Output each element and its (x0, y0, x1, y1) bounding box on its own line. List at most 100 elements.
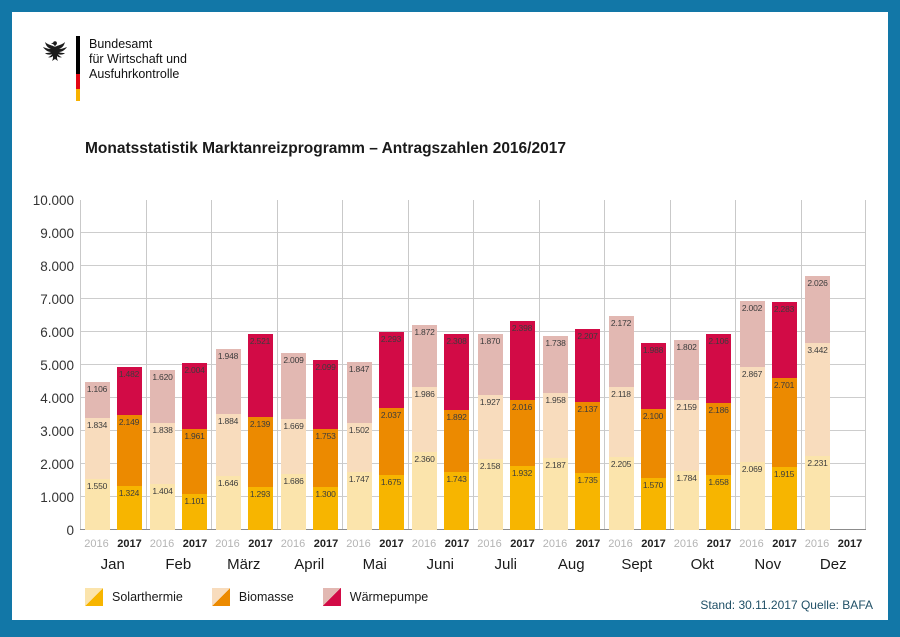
bar-März-2016: 1.646 1.884 1.948 (215, 349, 241, 530)
month-tick-Juli: Juli (494, 556, 517, 573)
segment-biomasse-2017: 2.186 (706, 403, 731, 476)
month-tick-Mai: Mai (362, 556, 387, 573)
month-tick-Jan: Jan (100, 556, 125, 573)
segment-value-label: 1.870 (479, 335, 501, 346)
segment-waermepumpe-2017: 2.004 (182, 362, 207, 429)
segment-value-label: 2.069 (741, 463, 763, 474)
segment-biomasse-2016: 1.986 (412, 386, 437, 453)
month-separator (865, 200, 866, 529)
year-tick-Sept-2016: 2016 (608, 538, 633, 550)
org-line-3: Ausfuhrkontrolle (89, 67, 180, 81)
segment-waermepumpe-2017: 2.099 (313, 360, 338, 430)
segment-solarthermie-2017: 1.735 (575, 472, 600, 530)
segment-value-label: 1.646 (217, 477, 239, 488)
month-group-Dez: 2.231 3.442 2.026 2016 2017 Dez (801, 200, 867, 573)
month-group-Juli: 2.158 1.927 1.870 1.932 2.016 2.398 2016 2017 Ju… (473, 200, 539, 573)
y-tick-label: 3.000 (40, 424, 74, 439)
segment-value-label: 1.675 (380, 476, 402, 487)
month-group-Juni: 2.360 1.986 1.872 1.743 1.892 2.308 2016 2017 Ju… (408, 200, 474, 573)
segment-value-label: 1.738 (545, 337, 566, 348)
segment-value-label: 1.735 (577, 474, 598, 485)
segment-biomasse-2017: 2.016 (509, 399, 535, 467)
bar-Okt-2017: 1.658 2.186 2.106 (706, 333, 731, 530)
segment-biomasse-2017: 2.037 (378, 407, 404, 475)
segment-value-label: 2.293 (380, 333, 402, 344)
segment-waermepumpe-2017: 2.308 (444, 333, 469, 411)
segment-biomasse-2016: 1.884 (215, 413, 241, 476)
segment-value-label: 1.948 (217, 351, 239, 362)
y-tick-label: 7.000 (40, 292, 74, 307)
segment-biomasse-2017: 2.701 (771, 377, 797, 467)
bar-Juni-2016: 2.360 1.986 1.872 (412, 324, 437, 530)
segment-waermepumpe-2016: 1.802 (674, 340, 699, 400)
segment-waermepumpe-2016: 2.026 (805, 275, 830, 343)
bar-Aug-2017: 1.735 2.137 2.207 (575, 329, 600, 530)
segment-biomasse-2017: 1.961 (182, 428, 207, 494)
segment-solarthermie-2017: 1.324 (116, 486, 142, 530)
segment-solarthermie-2017: 1.293 (247, 487, 273, 530)
month-tick-Feb: Feb (165, 556, 192, 573)
month-tick-März: März (227, 556, 261, 573)
segment-waermepumpe-2016: 1.872 (412, 324, 437, 387)
bar-Sept-2016: 2.205 2.118 2.172 (608, 315, 634, 530)
segment-value-label: 1.988 (642, 345, 664, 356)
segment-value-label: 1.834 (86, 420, 108, 431)
segment-value-label: 2.100 (642, 410, 664, 421)
legend-swatch-biomasse (211, 588, 230, 606)
month-separator (604, 200, 605, 529)
segment-solarthermie-2016: 1.784 (674, 471, 699, 530)
month-separator (211, 200, 212, 529)
year-tick-Feb-2016: 2016 (149, 538, 175, 550)
segment-waermepumpe-2016: 1.870 (477, 333, 503, 396)
segment-solarthermie-2017: 1.101 (182, 493, 207, 530)
segment-value-label: 2.172 (610, 317, 632, 328)
segment-solarthermie-2017: 1.915 (771, 466, 797, 530)
month-separator (801, 200, 802, 529)
legend-swatch-solarthermie (85, 588, 103, 606)
segment-solarthermie-2016: 1.646 (215, 475, 241, 530)
month-separator (342, 200, 343, 529)
bar-Juli-2016: 2.158 1.927 1.870 (477, 333, 503, 530)
segment-solarthermie-2016: 1.686 (281, 474, 306, 530)
year-tick-Jan-2016: 2016 (84, 538, 109, 550)
year-tick-Mai-2017: 2017 (379, 538, 404, 550)
year-tick-April-2017: 2017 (313, 538, 339, 550)
segment-value-label: 2.205 (610, 459, 632, 470)
segment-value-label: 1.872 (414, 326, 435, 337)
segment-biomasse-2017: 2.139 (247, 416, 273, 488)
segment-solarthermie-2016: 2.360 (412, 452, 437, 530)
segment-solarthermie-2017: 1.675 (378, 474, 404, 530)
segment-biomasse-2017: 2.137 (575, 402, 600, 473)
month-separator (670, 200, 671, 529)
month-tick-Sept: Sept (621, 556, 653, 573)
segment-value-label: 2.026 (807, 277, 828, 288)
legend-label-biomasse: Biomasse (238, 590, 294, 604)
org-line-1: Bundesamt (89, 37, 153, 51)
segment-value-label: 1.927 (479, 397, 501, 408)
plot-area: 1.550 1.834 1.106 1.324 2.149 1.482 2016 2017 Ja… (80, 200, 867, 573)
month-group-April: 1.686 1.669 2.009 1.300 1.753 2.099 2016 2017 Ap… (277, 200, 343, 573)
bar-Mai-2016: 1.747 1.502 1.847 (346, 361, 372, 530)
bar-April-2016: 1.686 1.669 2.009 (281, 353, 306, 530)
year-tick-Nov-2016: 2016 (739, 538, 764, 550)
legend-item-solarthermie: Solarthermie (85, 588, 183, 606)
bar-Feb-2016: 1.404 1.838 1.620 (150, 369, 175, 530)
segment-solarthermie-2017: 1.570 (640, 478, 666, 530)
year-tick-Aug-2016: 2016 (542, 538, 568, 550)
segment-waermepumpe-2017: 1.482 (116, 366, 142, 416)
segment-value-label: 1.570 (642, 480, 664, 491)
segment-value-label: 1.669 (283, 421, 304, 432)
year-tick-März-2016: 2016 (215, 538, 240, 550)
federal-eagle-icon (43, 41, 67, 61)
segment-value-label: 2.231 (807, 458, 828, 469)
segment-value-label: 2.187 (545, 459, 566, 470)
segment-value-label: 2.701 (773, 379, 795, 390)
segment-value-label: 1.106 (86, 383, 108, 394)
chart-title: Monatsstatistik Marktanreizprogramm – An… (85, 140, 566, 157)
segment-value-label: 2.867 (741, 369, 763, 380)
month-separator (146, 200, 147, 529)
source-note: Stand: 30.11.2017 Quelle: BAFA (700, 598, 873, 612)
segment-value-label: 1.958 (545, 395, 566, 406)
legend-swatch-waermepumpe (322, 588, 341, 606)
bar-Dez-2016: 2.231 3.442 2.026 (805, 275, 830, 530)
